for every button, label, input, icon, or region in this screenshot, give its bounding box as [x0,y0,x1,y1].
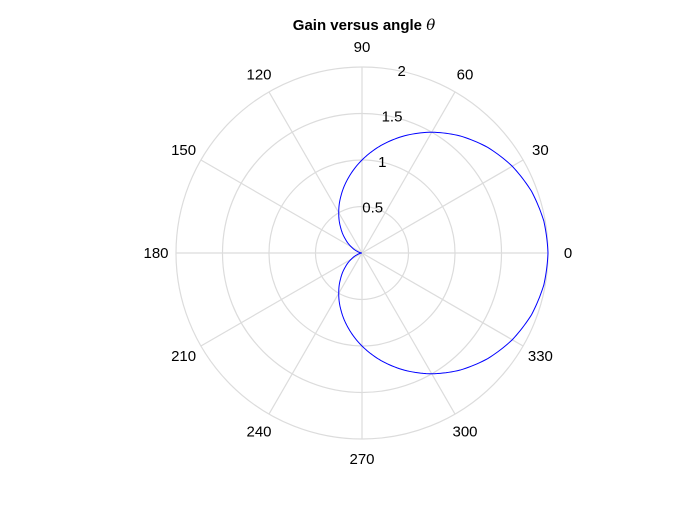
theta-tick-label-300: 300 [452,423,477,440]
theta-tick-label-120: 120 [246,67,271,84]
theta-tick-label-0: 0 [564,245,572,262]
r-tick-label-1-5: 1.5 [382,109,403,126]
theta-tick-label-90: 90 [354,39,371,56]
chart-title-symbol: θ [426,16,435,34]
theta-tick-label-150: 150 [171,142,196,159]
series-line-0 [338,131,549,375]
theta-tick-label-180: 180 [143,245,168,262]
r-tick-label-1: 1 [378,154,386,171]
theta-tick-label-330: 330 [528,348,553,365]
series-layer [338,131,549,375]
theta-tick-label-240: 240 [246,423,271,440]
tick-labels: 0 30 60 90 120 150 180 210 240 270 300 330 0.5 1 1.5 2 [143,39,572,468]
chart-title: Gain versus angle θ [293,16,435,34]
r-gridline-0-5 [314,205,410,301]
theta-tick-label-270: 270 [349,451,374,468]
theta-tick-label-30: 30 [532,142,549,159]
chart-title-text: Gain versus angle [293,17,422,34]
theta-tick-label-60: 60 [457,67,474,84]
r-tick-label-2: 2 [398,63,406,80]
r-tick-label-0-5: 0.5 [362,200,383,217]
r-gridline-1-5 [221,112,503,394]
theta-tick-label-210: 210 [171,348,196,365]
